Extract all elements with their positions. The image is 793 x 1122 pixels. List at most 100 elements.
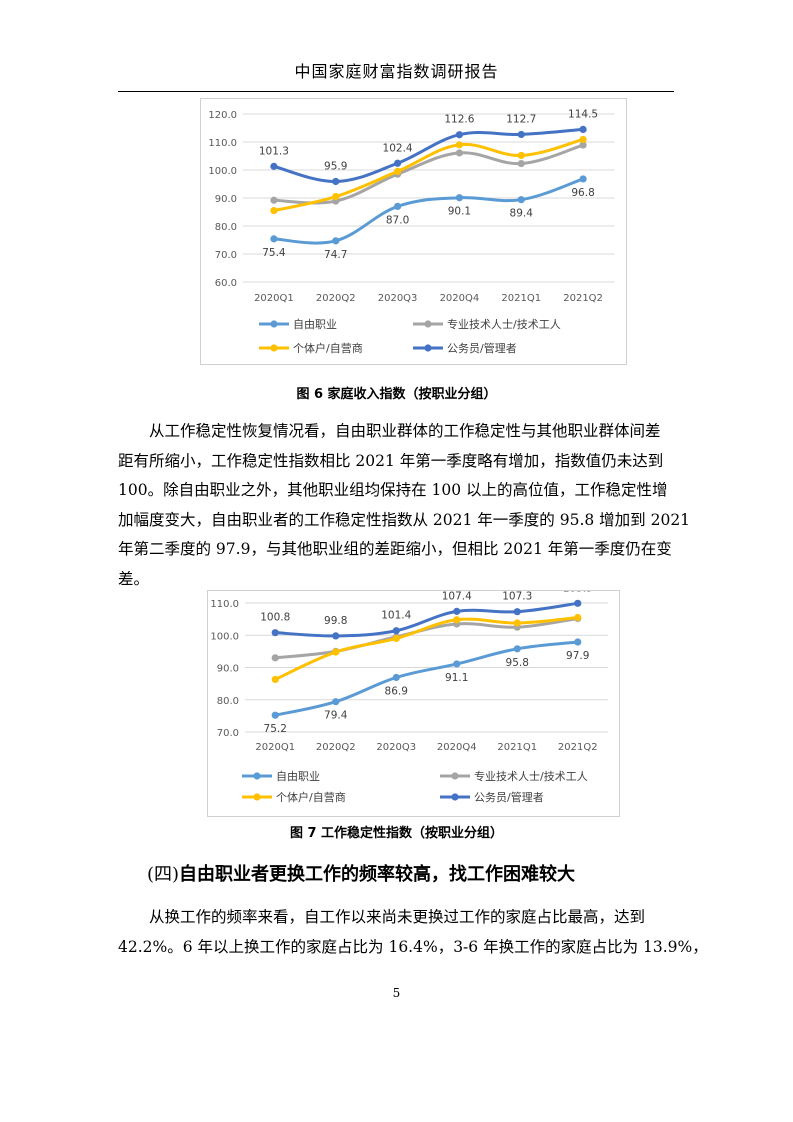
data-point [270,207,278,215]
page-header: 中国家庭财富指数调研报告 [294,62,499,81]
data-point [271,675,279,684]
y-tick-label: 110.0 [208,138,237,149]
y-tick-label: 70.0 [217,728,239,739]
series-line [273,616,580,660]
data-point [517,159,525,168]
legend-marker [424,344,432,352]
data-label: 74.7 [324,249,347,261]
data-point [517,130,525,139]
data-label: 95.9 [324,160,347,172]
x-tick-label: 2021Q1 [501,293,541,304]
x-tick-label: 2020Q3 [378,293,418,304]
figure-7-caption: 图 7 工作稳定性指数（按职业分组） [289,826,504,841]
data-point [392,673,400,682]
paragraph-line: 从换工作的频率来看，自工作以来尚未更换过工作的家庭占比最高，达到 [149,908,646,926]
paragraph-line: 加幅度变大，自由职业者的工作稳定性指数从 2021 年一季度的 95.8 增加到… [118,510,691,529]
legend-label: 个体户/自营商 [293,341,363,355]
data-label: 101.3 [259,145,289,157]
legend-label: 个体户/自营商 [276,790,346,804]
paragraph-line: 42.2%。6 年以上换工作的家庭占比为 16.4%，3-6 年换工作的家庭占比… [118,937,708,956]
y-tick-label: 60.0 [215,278,237,289]
data-point [513,645,521,653]
data-point [332,632,340,640]
paragraph-line: 距有所缩小，工作稳定性指数相比 2021 年第一季度略有增加，指数值仍未达到 [118,451,664,470]
y-tick-label: 100.0 [210,631,239,642]
data-point [455,131,464,139]
legend-label: 公务员/管理者 [474,790,544,804]
data-label: 86.9 [385,685,408,697]
data-label: 87.0 [386,214,409,226]
data-label: 95.8 [506,657,529,669]
paragraph-line: 差。 [118,569,150,588]
data-label: 75.2 [264,723,287,735]
data-point [270,162,278,170]
data-point [517,196,525,204]
legend-label: 自由职业 [293,317,337,331]
section-number: (四) [147,864,180,885]
data-point [574,613,582,622]
legend-marker [424,320,432,328]
income-index-chart-svg: 60.0 70.0 80.0 90.0 100.0 110.0 120.0 2020Q1 202… [208,108,614,355]
data-point [455,194,464,202]
x-tick-label: 2020Q3 [376,742,416,753]
data-point [332,237,340,245]
legend-marker [451,793,459,801]
data-point [332,193,340,201]
x-tick-label: 2020Q4 [440,293,480,304]
data-point [270,196,278,204]
legend-label: 专业技术人士/技术工人 [447,317,561,331]
data-label: 96.8 [571,187,594,199]
data-point [271,654,279,662]
data-point [453,607,461,615]
x-tick-label: 2021Q2 [563,293,603,304]
data-point [392,634,400,643]
data-point [332,648,340,656]
series-line [273,640,580,717]
data-point [393,202,402,210]
x-tick-label: 2021Q2 [558,742,598,753]
data-point [579,141,587,149]
series-line [272,177,585,245]
data-label: 109.9 [563,591,593,594]
y-tick-label: 120.0 [208,110,237,121]
data-label: 112.7 [506,113,536,125]
legend-marker [270,344,278,352]
data-label: 75.4 [262,247,286,259]
data-point [574,638,582,646]
y-tick-label: 90.0 [217,664,239,675]
legend-label: 专业技术人士/技术工人 [474,769,588,783]
page-number: 5 [392,986,401,1000]
data-point [579,135,587,144]
data-label: 89.4 [510,208,534,220]
data-point [455,141,464,149]
data-label: 112.6 [444,114,474,126]
y-tick-label: 110.0 [210,599,239,610]
x-tick-label: 2020Q1 [254,293,294,304]
data-label: 79.4 [324,710,348,722]
data-point [517,151,525,160]
paragraph-line: 从工作稳定性恢复情况看，自由职业群体的工作稳定性与其他职业群体间差 [149,422,661,440]
paragraph-line: 100。除自由职业之外，其他职业组均保持在 100 以上的高位值，工作稳定性增 [118,481,668,499]
legend-label: 公务员/管理者 [447,341,517,355]
section-heading: (四)自由职业者更换工作的频率较高，找工作困难较大 [147,860,575,886]
paragraph-line: 年第二季度的 97.9，与其他职业组的差距缩小，但相比 2021 年第一季度仍在… [118,540,672,558]
data-point [270,235,278,243]
data-label: 107.3 [502,591,532,603]
y-tick-label: 70.0 [215,250,237,261]
income-index-chart: 60.0 70.0 80.0 90.0 100.0 110.0 120.0 2020Q1 202… [200,98,627,365]
data-point [271,711,279,719]
data-label: 99.8 [324,615,347,627]
data-point [392,627,400,635]
y-tick-label: 80.0 [217,696,239,707]
data-label: 91.1 [445,672,468,684]
data-point [579,125,587,133]
data-point [513,619,521,627]
data-label: 97.9 [566,650,589,662]
data-point [332,177,340,186]
data-point [453,616,461,624]
job-stability-chart: 70.0 80.0 90.0 100.0 110.0 2020Q1 2020Q2 2020Q3… [207,590,620,817]
x-tick-label: 2020Q2 [316,293,356,304]
job-stability-chart-svg: 70.0 80.0 90.0 100.0 110.0 2020Q1 2020Q2 2020Q3… [210,591,608,804]
x-tick-label: 2020Q4 [437,742,477,753]
y-tick-label: 100.0 [208,166,237,177]
